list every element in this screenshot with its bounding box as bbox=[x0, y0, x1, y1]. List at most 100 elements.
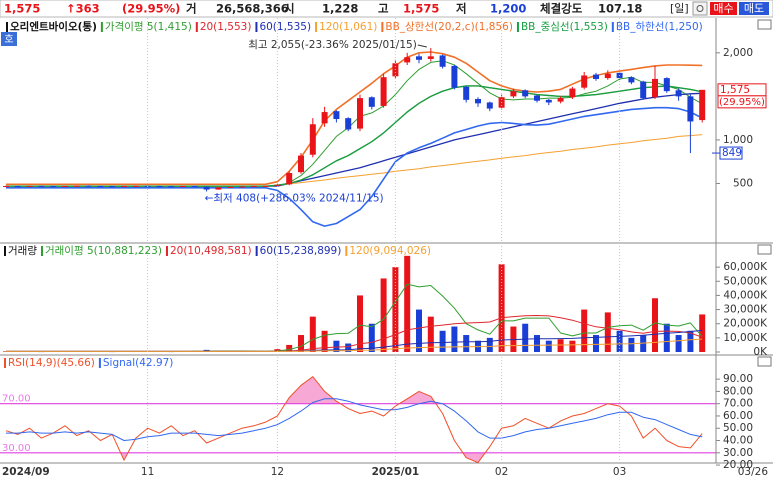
y-tick-label: 60,000K bbox=[723, 261, 768, 273]
candle-body bbox=[510, 91, 517, 97]
legend-swatch bbox=[255, 246, 258, 256]
volume-label: 거 bbox=[186, 2, 197, 16]
strength-label: 체결강도 bbox=[540, 2, 583, 16]
legend-swatch bbox=[195, 22, 198, 32]
candle-body bbox=[121, 186, 127, 188]
y-tick-label: 20.00 bbox=[723, 459, 753, 471]
y-tick-label: 60.00 bbox=[723, 410, 753, 422]
sell-label: 매도 bbox=[744, 2, 764, 15]
volume-bar bbox=[333, 340, 340, 352]
candle-body bbox=[97, 186, 104, 188]
legend-swatch bbox=[315, 22, 318, 32]
legend-entry: 60(1,535) bbox=[259, 21, 311, 33]
volume-bar bbox=[463, 335, 470, 352]
quote-tab[interactable] bbox=[1, 32, 17, 46]
candle-body bbox=[416, 56, 422, 60]
volume-bar bbox=[298, 335, 304, 352]
period-button[interactable]: [일] bbox=[670, 1, 689, 15]
legend-swatch bbox=[6, 22, 8, 32]
legend-entry: 120(1,061) bbox=[319, 21, 377, 33]
legend-swatch bbox=[100, 22, 103, 32]
candle-body bbox=[522, 90, 529, 97]
candle-body bbox=[534, 95, 540, 101]
candle-body bbox=[132, 185, 139, 187]
x-tick-label: 11 bbox=[141, 466, 154, 478]
high: 1,575 bbox=[403, 2, 439, 16]
open: 1,228 bbox=[322, 2, 358, 16]
candle-body bbox=[345, 118, 352, 130]
legend-entry: BB_중심선(1,553) bbox=[521, 21, 608, 33]
price-change-pct: (29.95%) bbox=[122, 2, 180, 16]
candle-body bbox=[640, 81, 647, 99]
candle-body bbox=[663, 78, 670, 92]
indicator-line bbox=[6, 106, 703, 227]
legend-entry: 거래이평 5(10,881,223) bbox=[45, 245, 162, 257]
candle-body bbox=[262, 185, 269, 187]
annotation: ←최저 408(+286.03% 2024/11/15) bbox=[205, 192, 384, 204]
candle-body bbox=[699, 89, 706, 121]
legend-entry: 120(9,094,026) bbox=[349, 245, 431, 257]
header-bar bbox=[0, 0, 773, 18]
volume-bar bbox=[593, 335, 599, 352]
sell-button[interactable] bbox=[739, 2, 769, 15]
rsi-line bbox=[6, 398, 703, 441]
volume-bar bbox=[309, 316, 316, 352]
low: 1,200 bbox=[490, 2, 526, 16]
rsi-plot bbox=[0, 376, 716, 463]
candle-body bbox=[62, 186, 68, 188]
y-tick-label: 2,000 bbox=[723, 47, 753, 59]
volume-bar bbox=[357, 295, 363, 352]
candle-body bbox=[85, 185, 92, 187]
volume-bar bbox=[321, 330, 328, 352]
x-tick-label: 03/26 bbox=[738, 466, 769, 478]
open-label: 시 bbox=[284, 2, 295, 16]
volume-bar bbox=[604, 312, 611, 352]
candle-body bbox=[191, 186, 198, 188]
volume-bar bbox=[545, 340, 552, 352]
legend-swatch bbox=[611, 22, 614, 32]
y-tick-label: 30.00 bbox=[723, 447, 753, 459]
legend-entry: RSI(14,9)(45.66) bbox=[8, 357, 95, 369]
candle-body bbox=[274, 184, 281, 186]
candle-body bbox=[628, 77, 635, 83]
legend-entry: BB_상한선(20,2,c)(1,856) bbox=[385, 21, 513, 33]
candle-body bbox=[475, 98, 481, 104]
legend-swatch bbox=[345, 246, 348, 256]
volume: 26,568,366 bbox=[216, 2, 289, 16]
legend-entry: 20(10,498,581) bbox=[170, 245, 252, 257]
price-plot bbox=[3, 48, 706, 227]
change-label: (29.95%) bbox=[719, 97, 765, 108]
volume-bar bbox=[286, 344, 293, 352]
y-tick-label: 70.00 bbox=[723, 398, 753, 410]
panel-icon[interactable] bbox=[757, 356, 772, 367]
volume-bar bbox=[404, 255, 411, 352]
candle-body bbox=[604, 73, 611, 79]
candle-body bbox=[26, 185, 33, 187]
candle-body bbox=[439, 55, 446, 67]
candle-body bbox=[73, 185, 80, 187]
reference-label: 70.00 bbox=[2, 394, 31, 405]
y-tick-label: 500 bbox=[733, 177, 753, 189]
x-tick-label: 2024/09 bbox=[2, 466, 50, 478]
volume-bar bbox=[345, 343, 352, 352]
candle-body bbox=[50, 186, 57, 188]
legend-swatch bbox=[4, 358, 6, 368]
y-tick-label: 40.00 bbox=[723, 435, 753, 447]
y-tick-label: 80.00 bbox=[723, 385, 753, 397]
volume-ma-line bbox=[6, 338, 703, 352]
candle-body bbox=[357, 98, 363, 129]
candle-body bbox=[321, 112, 328, 124]
change-box bbox=[717, 95, 767, 109]
candle-body bbox=[380, 77, 387, 106]
x-tick-label: 03 bbox=[613, 466, 626, 478]
legend-entry: 거래량 bbox=[8, 245, 37, 257]
volume-bar bbox=[522, 323, 529, 352]
settings-icon[interactable] bbox=[692, 1, 708, 16]
x-tick-label: 02 bbox=[495, 466, 508, 478]
candle-body bbox=[463, 86, 470, 100]
annotation: 최고 2,055(-23.36% 2025/01/15) bbox=[248, 39, 417, 51]
panel-icon[interactable] bbox=[757, 19, 772, 30]
volume-bar bbox=[581, 309, 588, 352]
panel-icon[interactable] bbox=[757, 244, 772, 255]
buy-button[interactable] bbox=[710, 2, 737, 15]
